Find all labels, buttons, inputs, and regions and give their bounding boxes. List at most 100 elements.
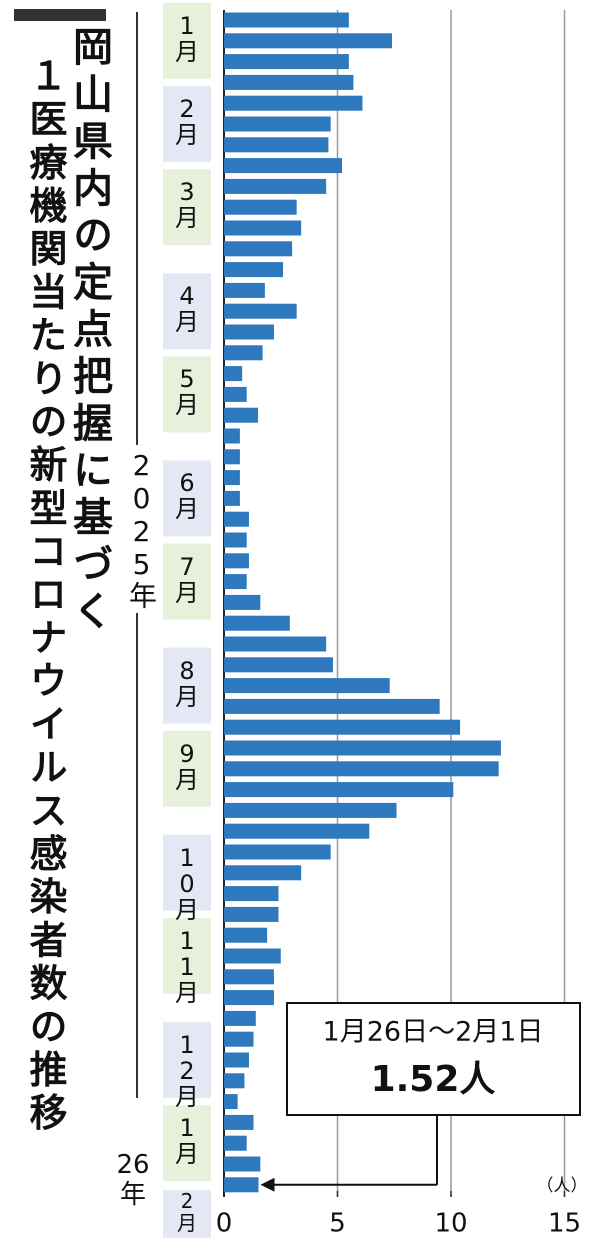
bar [224, 490, 240, 506]
bar [224, 158, 343, 174]
chart-title: １医療機関当たりの新型コロナウイルス感染者数の推移 [23, 56, 67, 1136]
bar [224, 802, 397, 818]
month-label: 4月 [175, 282, 199, 337]
year-label: 2025年 [121, 445, 161, 613]
month-box [163, 834, 211, 911]
month-label: 11月 [175, 927, 199, 1007]
bar [224, 969, 274, 985]
annotation-value: 1.52人 [371, 1059, 496, 1100]
bar [224, 844, 331, 860]
month-label: 12月 [175, 1031, 199, 1111]
bar [224, 449, 240, 465]
bar [224, 303, 297, 319]
bar [224, 1010, 256, 1026]
month-label: 9月 [175, 739, 199, 794]
bar [224, 1135, 247, 1151]
bar [224, 1114, 254, 1130]
bar [224, 1094, 238, 1110]
bar [224, 74, 354, 90]
month-box [163, 356, 211, 433]
bar [224, 199, 297, 215]
bar [224, 33, 392, 49]
bar [224, 470, 240, 486]
chart-title: 岡山県内の定点把握に基づく [66, 26, 112, 637]
bar [224, 782, 454, 798]
month-label: 1月 [175, 1114, 199, 1169]
bar [224, 823, 370, 839]
month-box [163, 273, 211, 350]
month-label: 5月 [175, 365, 199, 420]
bar [224, 220, 302, 236]
bar [224, 262, 284, 278]
bar [224, 886, 279, 902]
bar [224, 990, 274, 1006]
month-label: 7月 [175, 552, 199, 607]
callout-arrow [260, 1177, 275, 1192]
bar [224, 282, 265, 298]
bar [224, 1073, 245, 1089]
x-tick-label: 10 [434, 1209, 467, 1239]
bar [224, 532, 247, 548]
month-label: 6月 [175, 469, 199, 524]
bar [224, 615, 290, 631]
month-label: 2月 [177, 1189, 197, 1235]
bar [224, 1052, 249, 1068]
month-box [163, 1190, 211, 1238]
month-label: 10月 [175, 843, 199, 924]
bar [224, 116, 331, 132]
bar [224, 366, 243, 382]
bar [224, 636, 327, 652]
x-tick-label: 0 [216, 1209, 233, 1239]
bar [224, 678, 390, 694]
unit-label: （人） [537, 1176, 588, 1196]
month-box [163, 86, 211, 162]
bar [224, 1177, 259, 1193]
month-label: 3月 [175, 178, 199, 233]
month-label: 8月 [175, 656, 199, 711]
bar [224, 553, 249, 569]
month-box [163, 543, 211, 620]
month-box [163, 460, 211, 537]
title-bar [14, 9, 106, 21]
month-label: 1月 [175, 11, 199, 66]
callout-box [286, 1002, 581, 1116]
month-box [163, 647, 211, 724]
bar [224, 698, 440, 714]
bar [224, 324, 274, 340]
bar [224, 927, 268, 943]
bar [224, 906, 279, 922]
bar [224, 12, 349, 28]
bar [224, 574, 247, 590]
month-label: 2月 [175, 95, 199, 149]
bar [224, 719, 461, 735]
x-tick-label: 15 [548, 1209, 581, 1239]
bar [224, 1031, 254, 1047]
month-box [163, 730, 211, 807]
month-box [163, 169, 211, 246]
bar [224, 740, 501, 756]
month-box [163, 1022, 211, 1098]
bar [224, 178, 327, 194]
bar [224, 1156, 261, 1172]
bar [224, 657, 333, 673]
month-box [163, 1105, 211, 1182]
year-label: 26年 [113, 1150, 153, 1210]
bar [224, 407, 259, 423]
bar [224, 594, 261, 610]
bar [224, 54, 349, 70]
bar [224, 948, 281, 964]
bar [224, 386, 247, 402]
bar [224, 95, 363, 111]
bar [224, 345, 263, 361]
bar [224, 428, 240, 444]
bar [224, 865, 302, 881]
x-tick-label: 5 [329, 1209, 346, 1239]
month-box [163, 2, 211, 79]
bar [224, 761, 499, 777]
annotation-period: 1月26日～2月1日 [323, 1017, 544, 1048]
bar [224, 137, 329, 153]
bar [224, 241, 293, 257]
month-box [163, 918, 211, 994]
